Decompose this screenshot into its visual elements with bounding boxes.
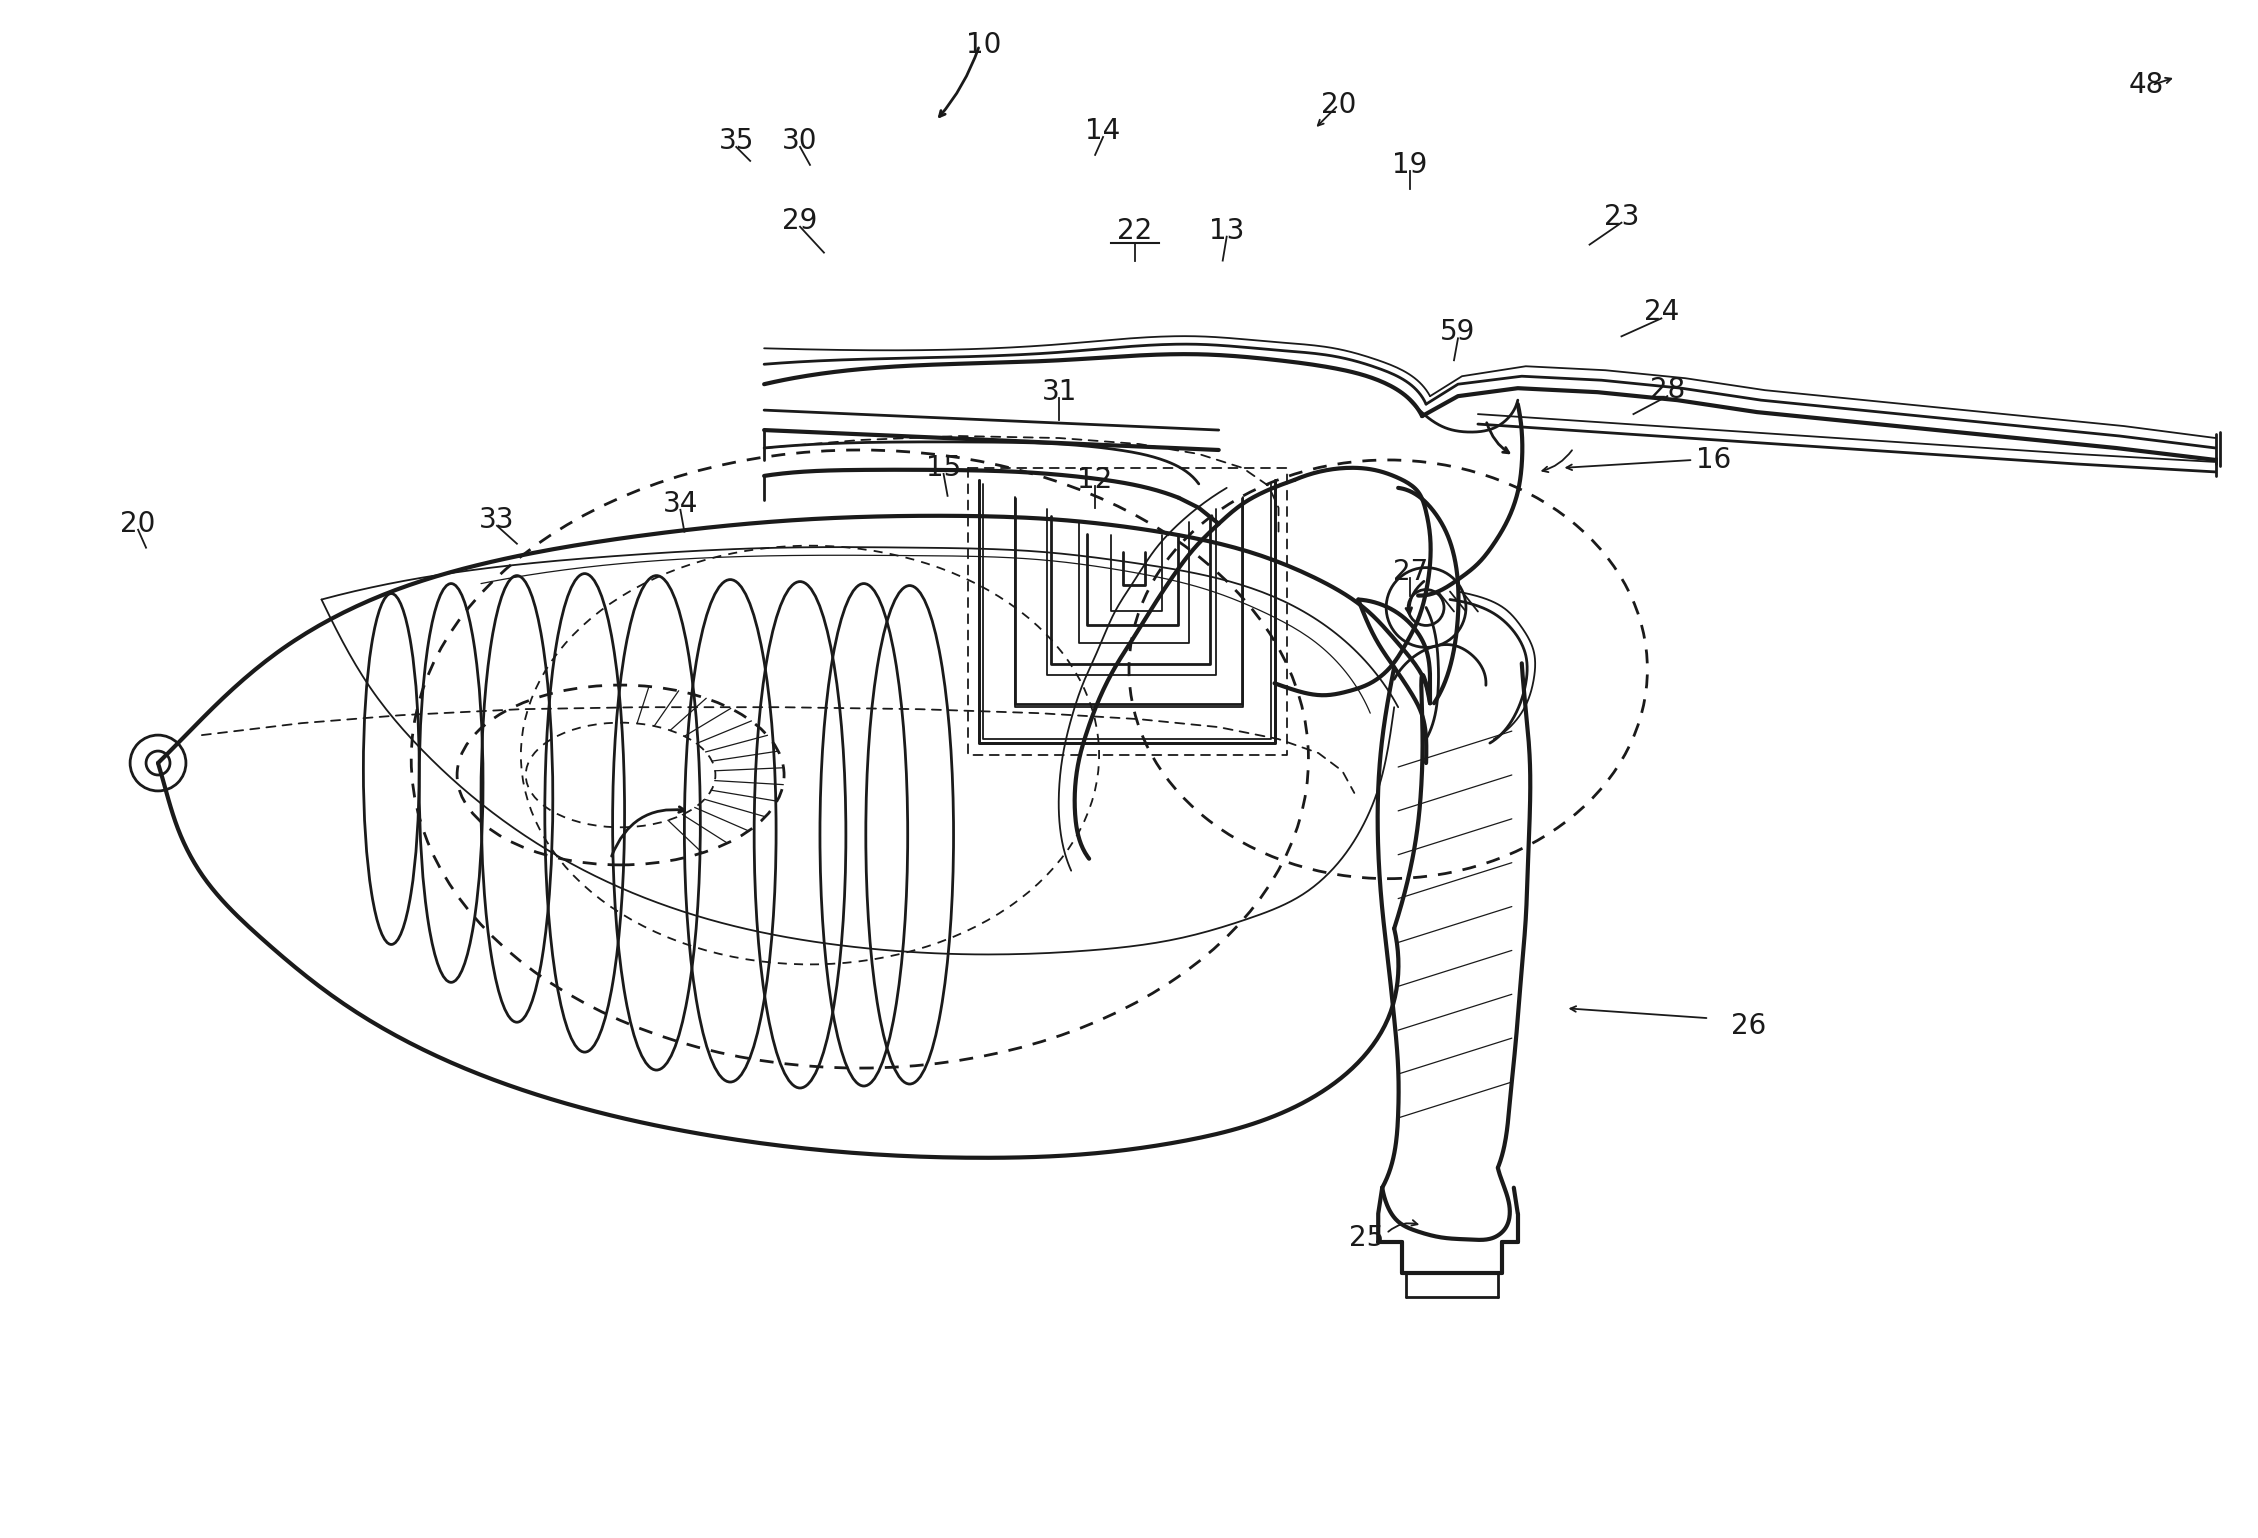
Text: 15: 15 [926,454,962,481]
Text: 35: 35 [718,128,754,155]
Text: 20: 20 [1321,91,1357,118]
Text: 13: 13 [1208,217,1244,245]
Text: 12: 12 [1077,466,1113,494]
Text: 20: 20 [120,509,156,538]
Text: 29: 29 [781,206,817,235]
Text: 48: 48 [2129,71,2163,98]
Text: 26: 26 [1732,1012,1766,1040]
Text: 19: 19 [1393,151,1427,178]
Text: 33: 33 [479,506,515,534]
Text: 34: 34 [662,489,698,518]
Text: 23: 23 [1603,203,1639,231]
Text: 28: 28 [1651,377,1684,404]
Text: 30: 30 [781,128,817,155]
Text: 22: 22 [1118,217,1152,245]
Text: 10: 10 [966,31,1000,60]
Text: 31: 31 [1041,378,1077,406]
Text: 16: 16 [1696,446,1732,474]
Text: 24: 24 [1644,298,1680,326]
Text: 59: 59 [1441,318,1477,346]
Text: 14: 14 [1086,117,1120,145]
Text: 25: 25 [1348,1224,1384,1252]
Text: 27: 27 [1393,558,1427,586]
